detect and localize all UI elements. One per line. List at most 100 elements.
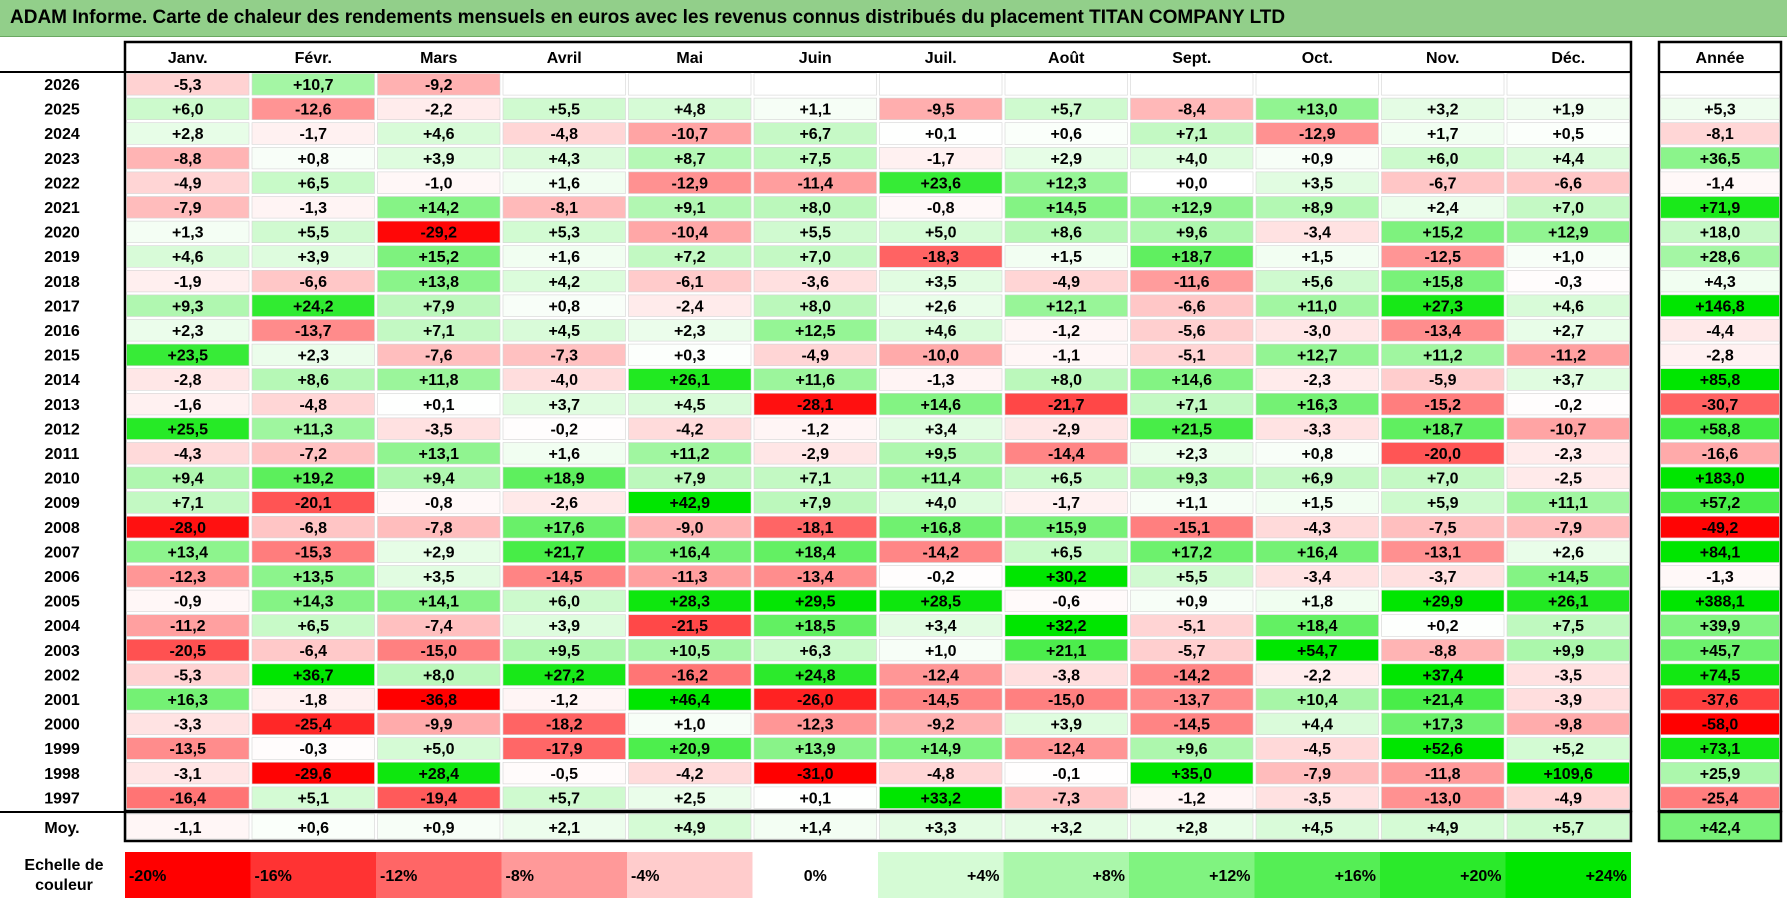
year-total-cell bbox=[1660, 589, 1780, 612]
heatmap-cell bbox=[251, 343, 375, 367]
heatmap-cell bbox=[1130, 515, 1254, 539]
year-total-value: +39,9 bbox=[1700, 618, 1741, 635]
cell-value: +1,3 bbox=[172, 225, 204, 242]
heatmap-cell bbox=[251, 638, 375, 662]
heatmap-cell bbox=[502, 171, 626, 194]
cell-value: +24,8 bbox=[795, 667, 836, 684]
heatmap-cell bbox=[1255, 712, 1379, 735]
row-year-label: 1998 bbox=[44, 766, 80, 783]
heatmap-cell bbox=[1381, 245, 1505, 268]
heatmap-cell bbox=[1130, 638, 1254, 662]
heatmap-cell bbox=[1381, 220, 1505, 244]
heatmap-cell bbox=[502, 392, 626, 416]
heatmap-cell bbox=[753, 466, 877, 490]
heatmap-cell bbox=[1130, 319, 1254, 342]
year-total-cell bbox=[1660, 712, 1780, 735]
cell-value: +16,3 bbox=[168, 692, 209, 709]
cell-value: +13,0 bbox=[1297, 102, 1338, 119]
cell-value: +29,9 bbox=[1423, 594, 1464, 611]
cell-value: -3,3 bbox=[174, 717, 202, 734]
heatmap-cell bbox=[1004, 589, 1128, 612]
cell-value: -3,4 bbox=[1303, 569, 1331, 586]
cell-value: -1,3 bbox=[927, 372, 955, 389]
cell-value: +7,0 bbox=[1552, 200, 1584, 217]
cell-value: -9,2 bbox=[425, 77, 453, 94]
heatmap-cell bbox=[502, 122, 626, 145]
heatmap-cell bbox=[1506, 491, 1630, 514]
heatmap-cell bbox=[377, 343, 501, 367]
heatmap-cell bbox=[126, 540, 250, 563]
heatmap-cell bbox=[753, 638, 877, 662]
heatmap-cell bbox=[126, 688, 250, 711]
cell-value: +1,6 bbox=[548, 249, 580, 266]
cell-value: -25,4 bbox=[295, 717, 332, 734]
scale-swatch bbox=[250, 852, 376, 898]
heatmap-cell bbox=[1255, 368, 1379, 391]
cell-value: -7,3 bbox=[1052, 790, 1080, 807]
cell-value: +5,5 bbox=[297, 225, 329, 242]
heatmap-cell bbox=[1381, 786, 1505, 809]
heatmap-cell bbox=[1130, 786, 1254, 809]
cell-value: +18,4 bbox=[1297, 618, 1338, 635]
cell-value: -15,0 bbox=[421, 643, 458, 660]
heatmap-cell bbox=[1255, 515, 1379, 539]
cell-value: -12,4 bbox=[923, 667, 960, 684]
heatmap-cell bbox=[879, 368, 1003, 391]
heatmap-cell bbox=[377, 761, 501, 785]
year-total-cell bbox=[1660, 737, 1780, 760]
heatmap-cell bbox=[1506, 515, 1630, 539]
heatmap-cell bbox=[1381, 196, 1505, 219]
year-total-value: -1,3 bbox=[1706, 569, 1734, 586]
scale-label: 0% bbox=[804, 868, 827, 885]
cell-value: -0,8 bbox=[927, 200, 955, 217]
heatmap-cell bbox=[251, 122, 375, 145]
year-total-value: +36,5 bbox=[1700, 151, 1741, 168]
heatmap-cell bbox=[753, 515, 877, 539]
cell-value: +3,9 bbox=[1050, 717, 1082, 734]
cell-value: -1,2 bbox=[1052, 323, 1080, 340]
cell-value: -15,3 bbox=[295, 544, 332, 561]
heatmap-cell bbox=[1255, 196, 1379, 219]
heatmap-cell bbox=[126, 515, 250, 539]
cell-value: +1,6 bbox=[548, 175, 580, 192]
heatmap-cell bbox=[126, 294, 250, 317]
cell-value: +14,3 bbox=[293, 594, 334, 611]
heatmap-cell bbox=[1004, 196, 1128, 219]
year-total-cell bbox=[1660, 269, 1780, 293]
cell-value: -12,3 bbox=[170, 569, 207, 586]
heatmap-cell bbox=[126, 171, 250, 194]
cell-value: -12,5 bbox=[1425, 249, 1462, 266]
heatmap-cell bbox=[1004, 515, 1128, 539]
heatmap-cell bbox=[251, 540, 375, 563]
scale-label: -4% bbox=[631, 868, 659, 885]
cell-value: -12,9 bbox=[1299, 126, 1336, 143]
average-value: +2,1 bbox=[548, 820, 580, 837]
cell-value: -3,9 bbox=[1554, 692, 1582, 709]
heatmap-cell bbox=[753, 220, 877, 244]
heatmap-cell bbox=[753, 392, 877, 416]
heatmap-cell bbox=[1004, 392, 1128, 416]
cell-value: -3,5 bbox=[1554, 667, 1582, 684]
cell-value: +25,5 bbox=[168, 421, 209, 438]
cell-value: +8,0 bbox=[423, 667, 455, 684]
cell-value: -13,4 bbox=[797, 569, 834, 586]
heatmap-cell bbox=[1130, 196, 1254, 219]
cell-value: +23,5 bbox=[168, 348, 209, 365]
heatmap-cell bbox=[251, 491, 375, 514]
scale-swatch bbox=[878, 852, 1004, 898]
year-total-cell bbox=[1660, 220, 1780, 244]
year-total-value: +5,3 bbox=[1704, 102, 1736, 119]
average-cell bbox=[377, 813, 501, 840]
cell-value: +11,8 bbox=[419, 372, 459, 389]
heatmap-cell bbox=[753, 147, 877, 170]
cell-value: -9,5 bbox=[927, 102, 955, 119]
heatmap-cell bbox=[1506, 245, 1630, 268]
heatmap-cell bbox=[879, 294, 1003, 317]
year-total-value: +28,6 bbox=[1700, 249, 1741, 266]
heatmap-cell bbox=[377, 638, 501, 662]
cell-value: -10,7 bbox=[1550, 421, 1587, 438]
cell-value: +4,6 bbox=[172, 249, 204, 266]
heatmap-cell bbox=[126, 466, 250, 490]
heatmap-cell bbox=[879, 392, 1003, 416]
heatmap-cell bbox=[753, 417, 877, 440]
